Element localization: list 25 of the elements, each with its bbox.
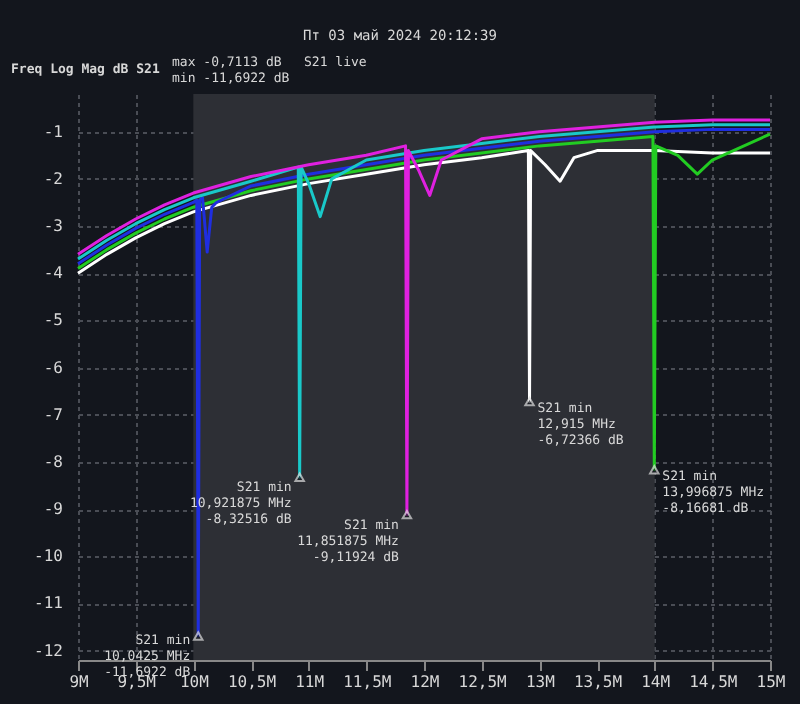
y-tick-label: -12 — [34, 641, 64, 660]
y-tick-label: -9 — [43, 500, 64, 519]
x-tick-label: 12,5M — [458, 673, 508, 691]
y-tick-label: -1 — [43, 122, 64, 141]
y-tick-label: -3 — [43, 217, 64, 236]
y-tick-label: -4 — [43, 264, 64, 283]
x-tick-label: 11M — [295, 673, 325, 691]
y-tick-label: -10 — [34, 547, 64, 566]
x-tick-label: 9,5M — [117, 673, 157, 691]
x-tick-label: 9M — [69, 673, 89, 691]
x-tick-label: 11,5M — [343, 673, 392, 691]
x-tick-label: 10,5M — [227, 673, 277, 691]
y-tick-label: -6 — [43, 358, 64, 377]
y-tick-label: -2 — [43, 169, 64, 188]
x-tick-label: 14,5M — [689, 673, 738, 691]
y-tick-label: -11 — [34, 594, 64, 613]
y-tick-label: -8 — [43, 452, 64, 471]
y-tick-label: -5 — [43, 311, 64, 330]
y-tick-label: -7 — [43, 405, 64, 424]
x-tick-label: 13,5M — [573, 673, 623, 691]
x-tick-label: 13M — [525, 673, 556, 691]
x-tick-label: 15M — [756, 673, 786, 691]
x-tick-label: 14M — [641, 673, 671, 691]
x-tick-label: 12M — [410, 673, 440, 691]
x-tick-label: 10M — [179, 673, 210, 691]
